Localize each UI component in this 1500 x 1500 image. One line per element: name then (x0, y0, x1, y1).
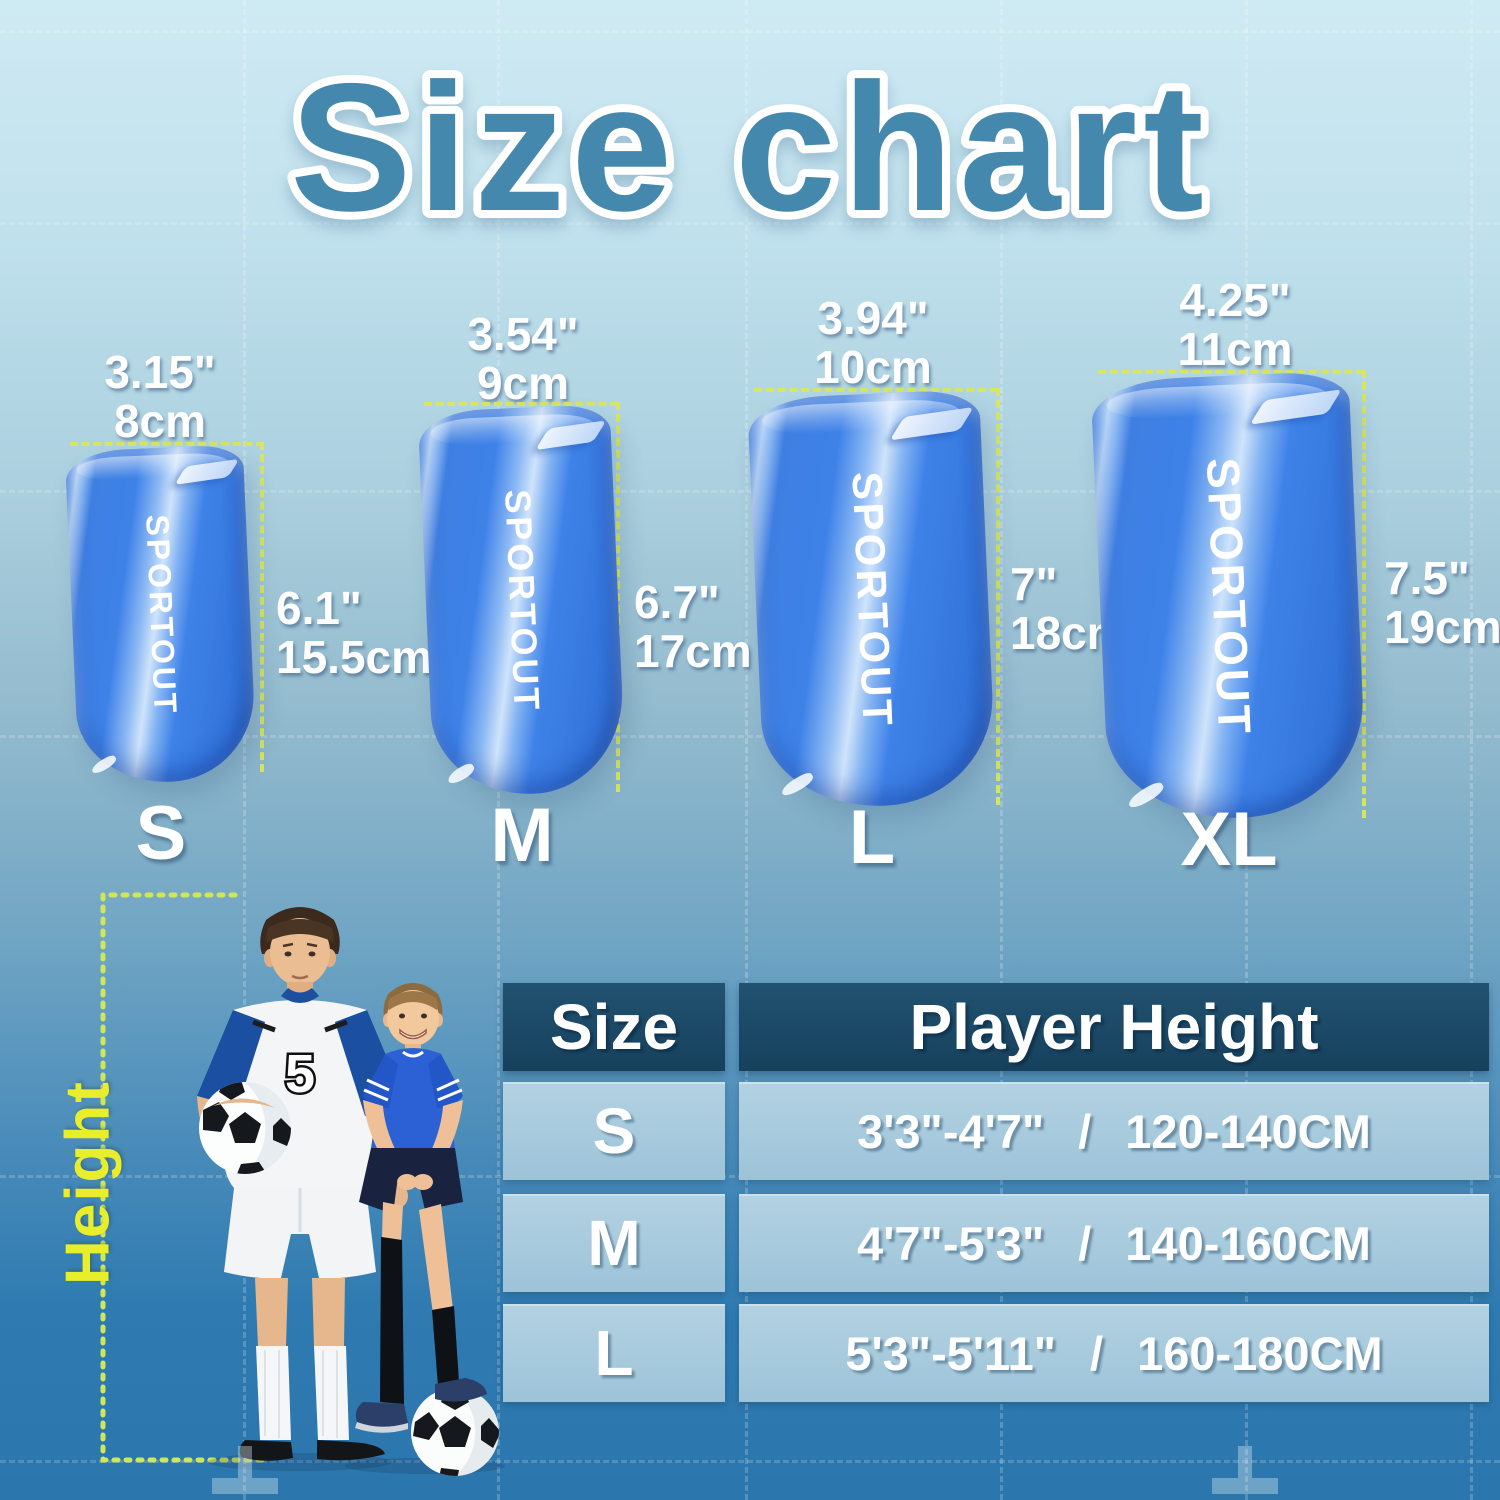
width-inches: 4.25" (1179, 274, 1291, 326)
sportout-logo: SPORTOUT (139, 513, 184, 717)
width-inches: 3.94" (817, 292, 929, 344)
slash-separator: / (1078, 1216, 1092, 1270)
imperial-range: 5'3"-5'11" (845, 1326, 1057, 1380)
width-cm: 9cm (476, 356, 570, 409)
width-cm: 10cm (814, 340, 932, 393)
metric-range: 140-160CM (1125, 1216, 1371, 1270)
ruler-tick-mark (212, 1446, 278, 1496)
page-title-text: Size chart (290, 45, 1210, 249)
shin-guard-l: SPORTOUT (747, 389, 997, 811)
grid-line (0, 490, 1500, 493)
width-cm: 8cm (113, 394, 207, 447)
height-cm: 19cm (1384, 600, 1500, 653)
soccer-ball-held (199, 1082, 291, 1174)
players-photo: 5 (100, 892, 505, 1476)
table-row-s-size: S (503, 1082, 725, 1180)
strap-notch-icon (535, 420, 606, 451)
metric-range: 120-140CM (1125, 1104, 1371, 1158)
height-dimension-label: 6.1" 15.5cm (276, 584, 432, 682)
bottom-curl-highlight (445, 761, 477, 786)
slash-separator: / (1078, 1104, 1092, 1158)
sportout-logo: SPORTOUT (1196, 456, 1262, 738)
sportout-logo: SPORTOUT (843, 470, 902, 730)
dimension-line-horizontal (754, 388, 998, 392)
width-dimension-label: 3.54" 9cm (408, 310, 638, 408)
shin-guard-m: SPORTOUT (417, 403, 627, 799)
width-inches: 3.15" (104, 346, 216, 398)
height-cm: 17cm (634, 624, 752, 677)
shin-guard-xl: SPORTOUT (1090, 370, 1368, 824)
grid-line (0, 222, 1500, 225)
height-inches: 7.5" (1384, 552, 1470, 604)
grid-line (745, 0, 748, 1500)
slash-separator: / (1090, 1326, 1104, 1380)
header-player-height-label: Player Height (909, 991, 1319, 1063)
table-header-size: Size (503, 983, 725, 1071)
strap-notch-icon (1249, 389, 1342, 426)
dimension-line-horizontal (1098, 370, 1364, 374)
height-dimension-label: 6.7" 17cm (634, 578, 752, 676)
height-inches: 6.1" (276, 582, 362, 634)
child-player (355, 983, 499, 1476)
height-bracket (100, 892, 270, 1463)
height-label: Height (53, 1080, 123, 1285)
sportout-logo: SPORTOUT (497, 488, 548, 714)
imperial-range: 4'7"-5'3" (857, 1216, 1045, 1270)
height-inches: 6.7" (634, 576, 720, 628)
table-header-player-height: Player Height (739, 983, 1489, 1071)
header-size-label: Size (549, 991, 679, 1063)
grid-line (0, 1460, 1500, 1463)
dimension-line-horizontal (424, 402, 618, 406)
dimension-line-vertical (1362, 370, 1366, 818)
width-cm: 11cm (1177, 322, 1293, 375)
grid-line (1470, 0, 1473, 1500)
metric-range: 160-180CM (1137, 1326, 1383, 1380)
width-dimension-label: 4.25" 11cm (1120, 276, 1350, 374)
strap-notch-icon (889, 406, 974, 440)
strap-notch-icon (173, 458, 239, 485)
table-row-m-height: 4'7"-5'3" / 140-160CM (739, 1194, 1489, 1292)
dimension-line-vertical (616, 402, 620, 792)
imperial-range: 3'3"-4'7" (857, 1104, 1045, 1158)
grid-line (243, 0, 246, 1500)
width-dimension-label: 3.15" 8cm (45, 348, 275, 446)
size-cell: M (587, 1207, 641, 1279)
width-inches: 3.54" (467, 308, 579, 360)
height-inches: 7" (1010, 558, 1058, 610)
size-label-xl: XL (1180, 797, 1278, 882)
bottom-curl-highlight (90, 753, 119, 776)
size-label-l: L (848, 795, 896, 880)
table-row-l-height: 5'3"-5'11" / 160-180CM (739, 1304, 1489, 1402)
width-dimension-label: 3.94" 10cm (758, 294, 988, 392)
ruler-tick-mark (1212, 1446, 1278, 1496)
shin-guard-s: SPORTOUT (64, 444, 258, 786)
soccer-ball-ground (411, 1388, 499, 1476)
height-cm: 15.5cm (276, 630, 433, 683)
table-row-s-height: 3'3"-4'7" / 120-140CM (739, 1082, 1489, 1180)
size-label-s: S (135, 791, 187, 876)
grid-line (0, 735, 1500, 738)
table-row-m-size: M (503, 1194, 725, 1292)
dimension-line-horizontal (70, 442, 264, 446)
page-title: Size chart (282, 37, 1212, 257)
size-cell: L (594, 1317, 634, 1389)
height-dimension-label: 7.5" 19cm (1384, 554, 1500, 652)
grid-line (0, 30, 1500, 33)
jersey-number: 5 (285, 1044, 315, 1104)
dimension-line-vertical (996, 388, 1000, 805)
dimension-line-vertical (260, 442, 264, 772)
grid-line (1000, 0, 1003, 1500)
size-label-m: M (490, 793, 554, 878)
table-row-l-size: L (503, 1304, 725, 1402)
size-cell: S (592, 1095, 636, 1167)
